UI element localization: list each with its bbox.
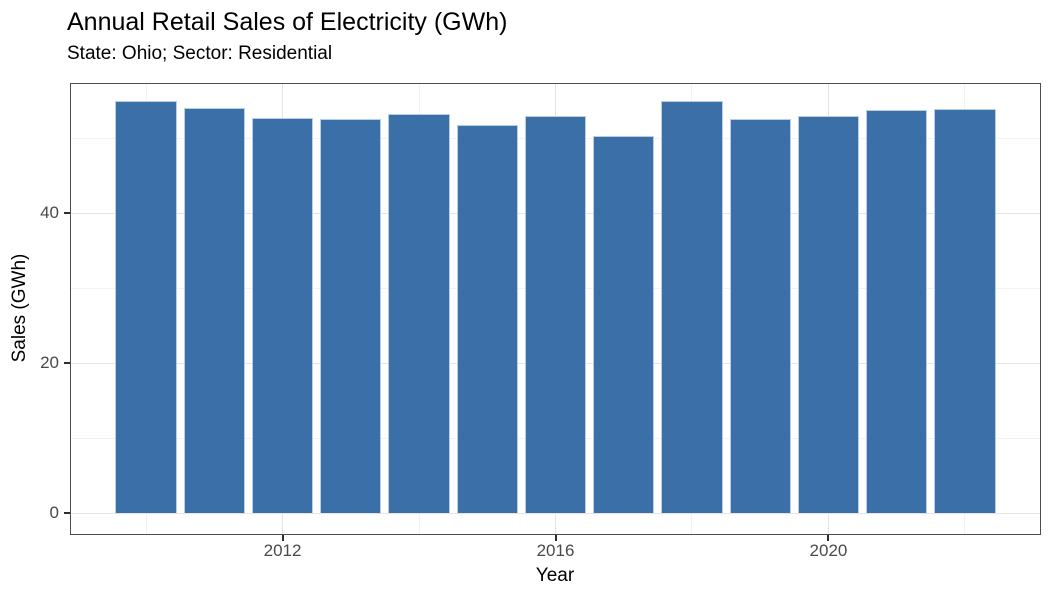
y-tick-mark (64, 212, 70, 214)
bar-2013 (320, 119, 382, 513)
bar-2018 (661, 100, 723, 513)
y-tick-mark (64, 512, 70, 514)
x-tick-mark (827, 535, 830, 541)
x-tick-label: 2016 (536, 541, 575, 560)
y-tick-label: 20 (40, 353, 59, 372)
chart-subtitle: State: Ohio; Sector: Residential (67, 43, 333, 64)
bar-2011 (183, 108, 245, 513)
bar-2015 (456, 124, 518, 513)
x-axis-title: Year (535, 565, 575, 586)
bar-2021 (865, 110, 928, 513)
x-tick-label: 2020 (809, 541, 848, 560)
bar-2010 (115, 101, 177, 513)
bar-2019 (729, 118, 791, 513)
bar-2017 (593, 135, 655, 513)
y-tick-label: 0 (49, 503, 59, 522)
chart-title: Annual Retail Sales of Electricity (GWh) (67, 8, 508, 36)
x-tick-mark (281, 535, 284, 541)
y-tick-mark (64, 362, 70, 364)
bar-2012 (251, 117, 314, 513)
x-tick-label: 2012 (263, 541, 302, 560)
bar-2014 (388, 114, 450, 513)
bar-2020 (797, 115, 860, 513)
x-tick-mark (554, 535, 557, 541)
y-tick-label: 40 (40, 203, 59, 222)
bar-2016 (524, 116, 587, 513)
bar-2022 (934, 108, 996, 513)
plot-panel (70, 83, 1041, 535)
y-axis-title-text: Sales (GWh) (9, 253, 30, 363)
